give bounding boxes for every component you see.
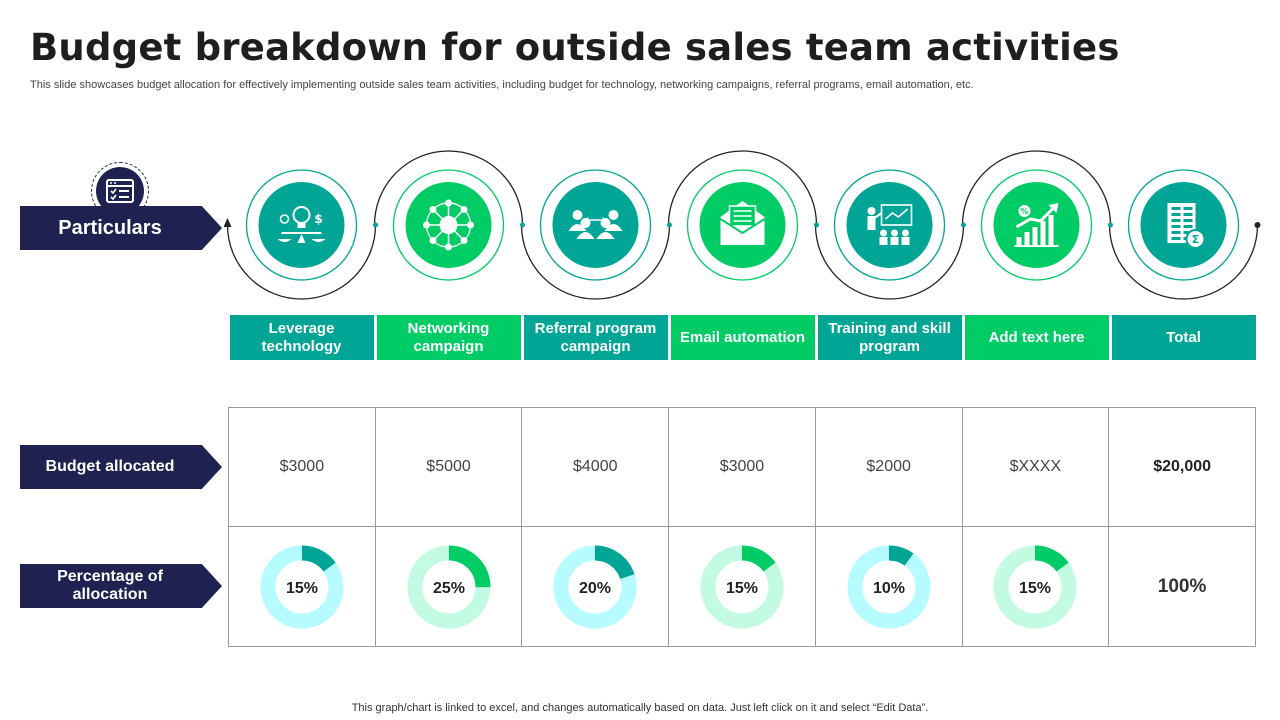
donut-segment xyxy=(407,545,491,628)
percentage-donut: 10% xyxy=(847,545,931,628)
chain-joint-dot xyxy=(520,222,525,228)
budget-allocated-label: Budget allocated xyxy=(20,445,222,489)
donut-percent-label: 20% xyxy=(579,580,611,597)
chain-arc xyxy=(520,224,671,300)
percentage-total-label: 100% xyxy=(1157,575,1207,597)
referral-people-icon xyxy=(568,210,623,239)
donut-percent-label: 25% xyxy=(433,580,465,597)
chain-joint-dot xyxy=(667,222,672,228)
budget-row: $3000 $5000 $4000 $3000 $2000 $XXXX $20,000 xyxy=(228,407,1256,527)
donut-segment xyxy=(993,545,1077,628)
percentage-donut-cell: 15% xyxy=(668,526,816,647)
percentage-donut: 15% xyxy=(700,545,784,628)
particulars-label: Particulars xyxy=(20,206,222,250)
budget-value: $5000 xyxy=(374,407,523,527)
chain-joint-dot xyxy=(1108,222,1113,228)
chain-end-dot xyxy=(1254,222,1261,228)
donut-segment xyxy=(553,545,637,628)
page-title: Budget breakdown for outside sales team … xyxy=(30,26,1120,69)
category-label: Training and skill program xyxy=(817,315,962,360)
category-total: Total xyxy=(1111,315,1256,360)
category-label: Networking campaign xyxy=(376,315,521,360)
donut-percent-label: 15% xyxy=(726,580,758,597)
financial-report-icon: Σ xyxy=(1167,203,1206,249)
chain-arc xyxy=(961,150,1112,226)
page-subtitle: This slide showcases budget allocation f… xyxy=(30,79,974,91)
chain-arc xyxy=(667,150,818,226)
donut-segment xyxy=(847,545,931,628)
checklist-window-icon xyxy=(106,179,134,203)
percentage-donut-cell: 15% xyxy=(961,526,1110,647)
percentage-row: 15% 25% 20% 15% 10% 15% 100% xyxy=(228,526,1256,647)
activity-node xyxy=(686,169,799,281)
chain-arc xyxy=(1108,224,1259,300)
category-label: Referral program campaign xyxy=(523,315,668,360)
percentage-donut-cell: 20% xyxy=(521,526,670,647)
category-label: Email automation xyxy=(670,315,815,360)
activity-icon-chain: $% Σ xyxy=(223,150,1261,300)
donut-segment xyxy=(260,545,344,628)
budget-total-value: $20,000 xyxy=(1108,407,1256,527)
activity-node: $ xyxy=(245,169,358,281)
envelope-icon xyxy=(719,201,766,245)
budget-value: $4000 xyxy=(521,407,670,527)
budget-value: $3000 xyxy=(668,407,816,527)
percentage-donut: 20% xyxy=(553,545,637,628)
percentage-donut: 15% xyxy=(260,545,344,628)
category-label: Leverage technology xyxy=(229,315,374,360)
budget-value: $XXXX xyxy=(961,407,1110,527)
svg-text:Σ: Σ xyxy=(1192,233,1200,246)
budget-value: $2000 xyxy=(814,407,963,527)
donut-segment xyxy=(700,545,784,628)
growth-chart-icon: % xyxy=(1014,203,1059,247)
percentage-allocation-label: Percentage of allocation xyxy=(20,564,222,608)
donut-percent-label: 10% xyxy=(873,580,905,597)
percentage-donut: 25% xyxy=(407,545,491,628)
training-presentation-icon xyxy=(867,204,913,245)
chain-arc xyxy=(226,224,377,300)
chain-start-arrow xyxy=(223,218,232,227)
activity-node xyxy=(833,169,946,281)
category-label: Add text here xyxy=(964,315,1109,360)
percentage-total-value: 100% xyxy=(1108,526,1256,647)
svg-text:$: $ xyxy=(314,212,322,226)
chain-joint-dot xyxy=(373,222,378,228)
chain-arc xyxy=(814,224,965,300)
lightbulb-balance-icon: $ xyxy=(277,206,326,243)
activity-node xyxy=(539,169,652,281)
percentage-donut-cell: 25% xyxy=(374,526,523,647)
activity-node: Σ xyxy=(1127,169,1240,281)
chain-joint-dot xyxy=(961,222,966,228)
network-icon xyxy=(423,199,474,251)
donut-percent-label: 15% xyxy=(286,580,318,597)
footnote: This graph/chart is linked to excel, and… xyxy=(351,702,929,714)
percentage-donut-cell: 10% xyxy=(814,526,963,647)
chain-arc xyxy=(373,150,524,226)
activity-node xyxy=(392,169,505,281)
chain-joint-dot xyxy=(814,222,819,228)
activity-node: % xyxy=(980,169,1093,281)
percentage-donut: 15% xyxy=(993,545,1077,628)
svg-text:%: % xyxy=(1020,207,1028,216)
donut-percent-label: 15% xyxy=(1019,580,1051,597)
budget-table: $3000 $5000 $4000 $3000 $2000 $XXXX $20,000 15… xyxy=(228,407,1256,647)
percentage-donut-cell: 15% xyxy=(228,526,376,647)
budget-value: $3000 xyxy=(228,407,376,527)
